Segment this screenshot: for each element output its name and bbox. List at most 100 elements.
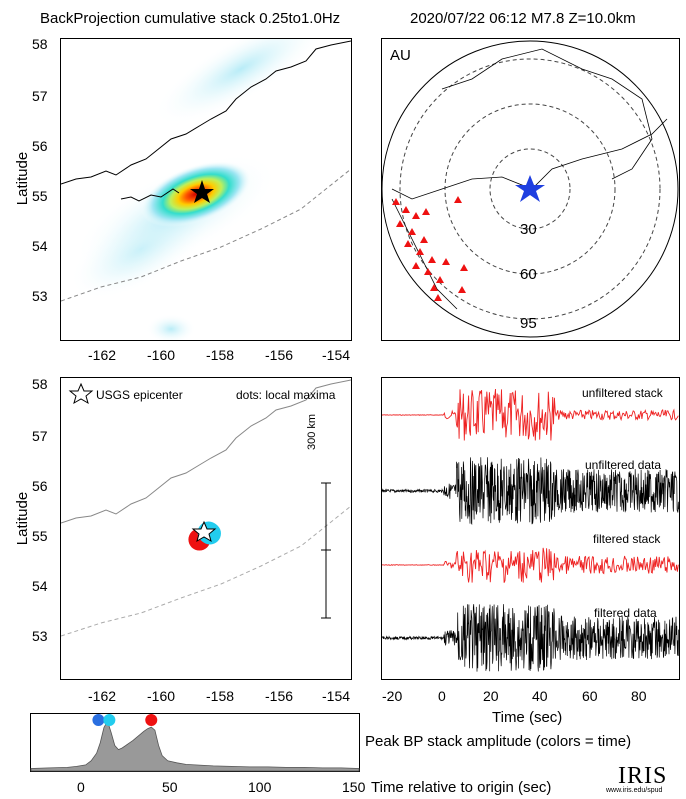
waveform-trace (382, 547, 679, 583)
iris-logo: IRIS (618, 763, 668, 789)
network-label: AU (390, 47, 411, 64)
map3-ylabel: Latitude (14, 491, 32, 546)
x-tick: 80 (631, 688, 647, 704)
legend-epicenter: USGS epicenter (96, 388, 183, 402)
station-triangles (392, 196, 468, 301)
trace-label: unfiltered data (585, 458, 662, 472)
distance-ring (444, 103, 616, 275)
waveform-trace (382, 457, 679, 526)
station-triangle-icon (412, 212, 420, 219)
station-triangle-icon (434, 294, 442, 301)
x-tick: 0 (438, 688, 446, 704)
maxima-panel (60, 377, 352, 680)
lat-tick: 56 (32, 138, 48, 154)
lat-tick: 58 (32, 36, 48, 52)
lon-tick: -154 (322, 688, 351, 704)
source-star-icon (515, 175, 545, 202)
heatmap-panel (60, 38, 352, 341)
traces-svg (382, 388, 679, 672)
lat-tick: 57 (32, 88, 48, 104)
lat-tick: 54 (32, 238, 48, 254)
trench-line (61, 168, 351, 302)
amplitude-svg (30, 714, 360, 772)
ring-label: 60 (520, 266, 537, 283)
station-triangle-icon (402, 206, 410, 213)
waveform-trace (382, 604, 679, 672)
lon-tick: -156 (265, 347, 294, 363)
globe-outline (382, 40, 679, 338)
coastline (441, 48, 653, 180)
iris-url: www.iris.edu/spud (606, 787, 663, 794)
lat-tick: 53 (32, 628, 48, 644)
epicenter-star-icon (191, 520, 217, 543)
lon-tick: -162 (88, 347, 117, 363)
distance-ring (399, 58, 661, 320)
station-triangle-icon (412, 262, 420, 269)
station-triangle-icon (430, 284, 438, 291)
heat-blob (153, 39, 329, 126)
heat-blob (146, 314, 196, 340)
traces-xlabel: Time (sec) (492, 709, 563, 726)
lon-tick: -162 (88, 688, 117, 704)
station-triangle-icon (454, 196, 462, 203)
station-triangle-icon (416, 248, 424, 255)
amp-title: Peak BP stack amplitude (colors = time) (365, 733, 632, 750)
station-triangle-icon (428, 256, 436, 263)
globe-svg (382, 40, 679, 338)
lon-tick: -154 (322, 347, 351, 363)
waveform-trace (382, 388, 679, 441)
trench-line (61, 505, 351, 637)
time-marker-dot (103, 714, 116, 726)
lat-tick: 58 (32, 376, 48, 392)
ring-label: 30 (520, 221, 537, 238)
lat-tick: 55 (32, 528, 48, 544)
amplitude-area (30, 719, 360, 772)
lon-tick: -160 (147, 688, 176, 704)
station-triangle-icon (422, 208, 430, 215)
heatmap-svg (61, 39, 351, 340)
station-triangle-icon (458, 286, 466, 293)
legend-star-icon (68, 382, 94, 405)
scale-label: 300 km (306, 413, 318, 450)
station-triangle-icon (404, 240, 412, 247)
x-tick: 0 (77, 779, 85, 795)
globe-panel (381, 38, 680, 341)
lon-tick: -160 (147, 347, 176, 363)
lat-tick: 55 (32, 188, 48, 204)
x-tick: 40 (532, 688, 548, 704)
station-triangle-icon (436, 276, 444, 283)
lon-tick: -156 (265, 688, 294, 704)
distance-ring (489, 148, 571, 230)
map1-ylabel: Latitude (14, 151, 32, 206)
station-triangle-icon (420, 236, 428, 243)
x-tick: -20 (382, 688, 403, 704)
trace-label: filtered data (594, 606, 657, 620)
epicenter-star-icon (190, 180, 214, 203)
station-triangle-icon (424, 268, 432, 275)
amp-xlabel: Time relative to origin (sec) (371, 779, 552, 796)
coastline (61, 40, 351, 185)
x-tick: 20 (483, 688, 499, 704)
ring-label: 95 (520, 315, 537, 332)
lat-tick: 54 (32, 578, 48, 594)
x-tick: 100 (248, 779, 272, 795)
x-tick: 60 (582, 688, 598, 704)
station-triangle-icon (442, 258, 450, 265)
coastline (391, 198, 458, 310)
islands (120, 188, 180, 202)
trace-label: unfiltered stack (582, 386, 663, 400)
left-title: BackProjection cumulative stack 0.25to1.… (40, 10, 341, 27)
lat-tick: 53 (32, 288, 48, 304)
lat-tick: 57 (32, 428, 48, 444)
time-marker-dot (145, 714, 158, 726)
station-triangle-icon (408, 228, 416, 235)
lon-tick: -158 (206, 347, 235, 363)
x-tick: 150 (342, 779, 366, 795)
trace-label: filtered stack (593, 532, 661, 546)
lat-tick: 56 (32, 478, 48, 494)
station-triangle-icon (460, 264, 468, 271)
station-triangle-icon (396, 220, 404, 227)
time-marker-dot (92, 714, 105, 726)
maxima-svg (61, 379, 351, 637)
right-title: 2020/07/22 06:12 M7.8 Z=10.0km (410, 10, 636, 27)
